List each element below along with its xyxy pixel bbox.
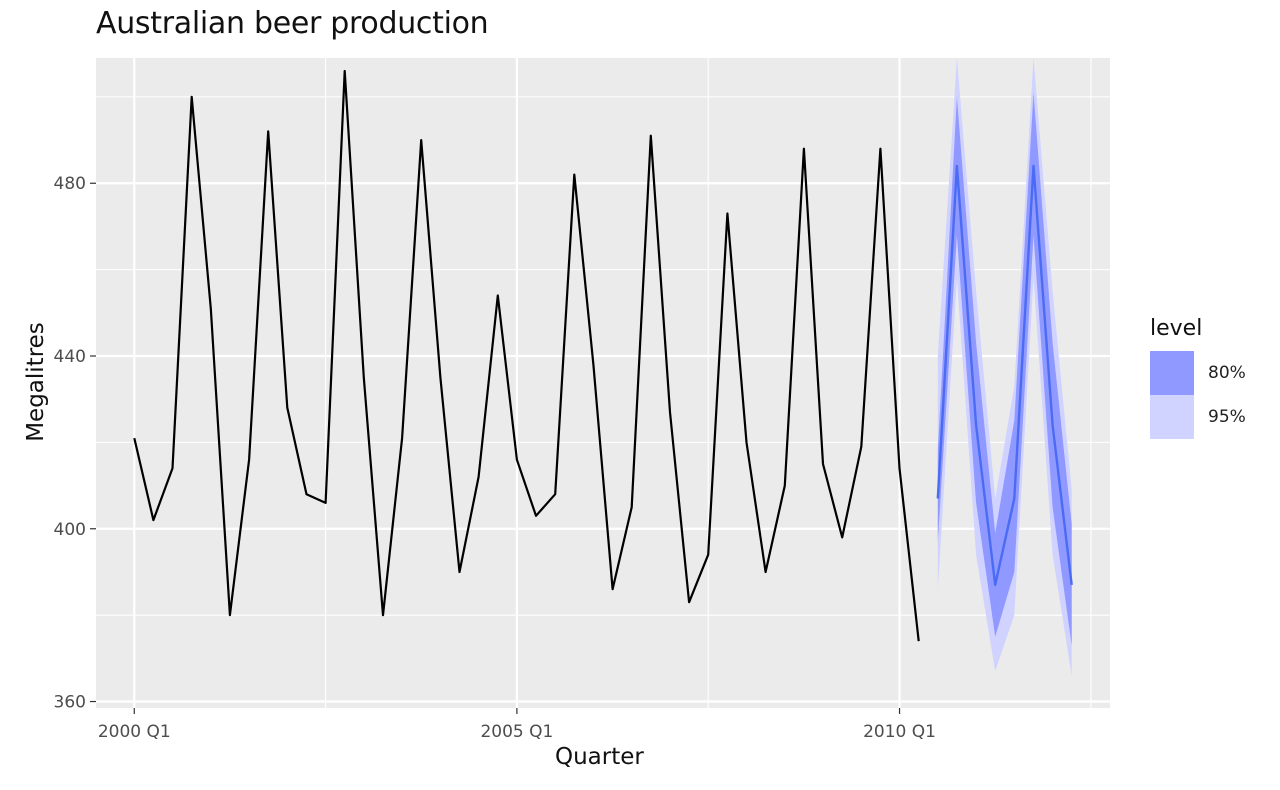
x-tick-label: 2000 Q1	[98, 722, 171, 742]
x-axis: 2000 Q1 2005 Q1 2010 Q1	[98, 708, 936, 742]
legend-swatch-95	[1150, 395, 1194, 439]
y-tick-label: 360	[54, 693, 86, 713]
x-tick-label: 2010 Q1	[863, 722, 936, 742]
y-axis: 360 400 440 480	[54, 174, 96, 713]
x-axis-label: Quarter	[555, 744, 644, 770]
x-tick-label: 2005 Q1	[480, 722, 553, 742]
legend: level 80% 95%	[1150, 316, 1246, 439]
data-lines	[133, 69, 1073, 642]
legend-item-95: 95%	[1150, 395, 1246, 439]
legend-title: level	[1150, 316, 1203, 341]
legend-label-95: 95%	[1208, 407, 1246, 427]
y-axis-label: Megalitres	[23, 322, 49, 442]
observed-series-line	[133, 69, 920, 642]
y-tick-label: 440	[54, 347, 86, 367]
legend-label-80: 80%	[1208, 363, 1246, 383]
forecast-series-line	[936, 164, 1073, 587]
chart-title: Australian beer production	[96, 6, 489, 41]
legend-item-80: 80%	[1150, 351, 1246, 395]
y-tick-label: 400	[54, 520, 86, 540]
y-tick-label: 480	[54, 174, 86, 194]
grid-minor	[96, 58, 1110, 708]
legend-swatch-80	[1150, 351, 1194, 395]
